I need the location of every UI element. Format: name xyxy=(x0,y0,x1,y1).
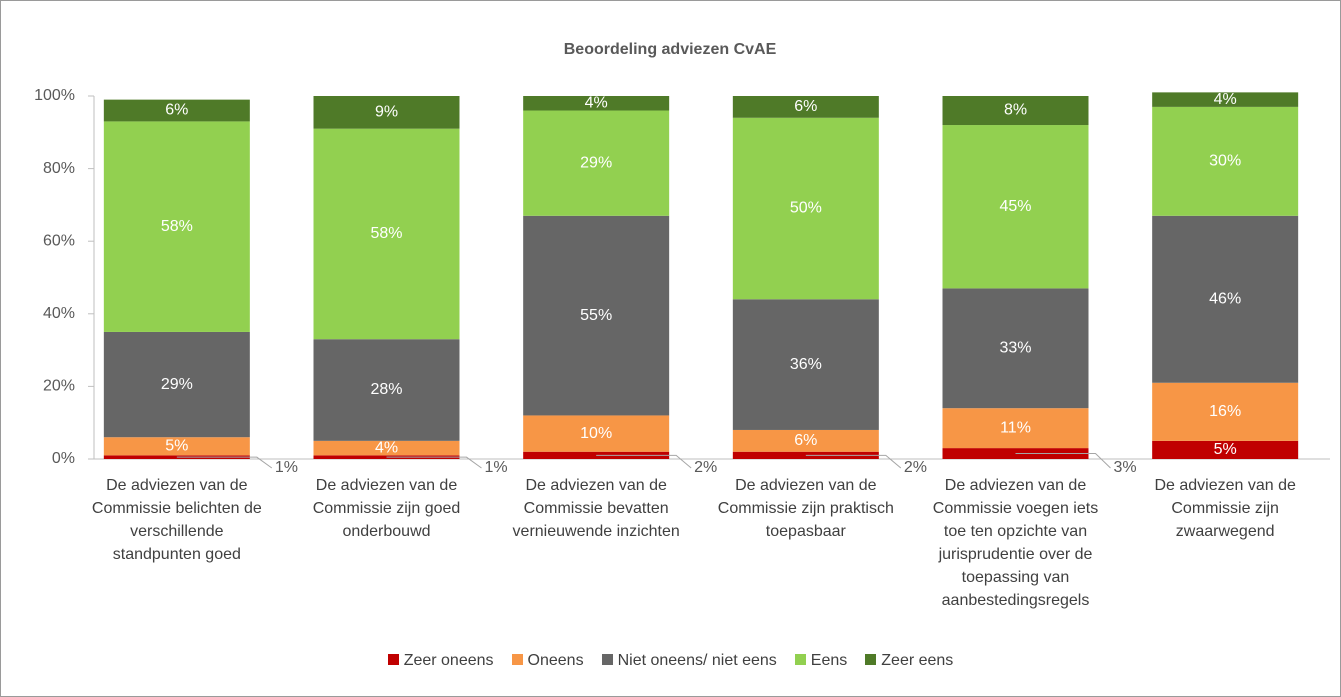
bar-segment xyxy=(313,128,460,340)
data-label: 46% xyxy=(1209,290,1241,307)
legend-label: Zeer eens xyxy=(881,652,954,669)
legend-item: Eens xyxy=(794,652,848,670)
bar-segment xyxy=(103,99,250,122)
bar-segment xyxy=(1152,440,1299,459)
y-tick-label: 60% xyxy=(43,232,75,249)
y-tick-label: 80% xyxy=(43,160,75,177)
y-tick-label: 40% xyxy=(43,305,75,322)
data-label: 3% xyxy=(1114,459,1137,476)
legend-swatch xyxy=(865,654,877,665)
leader-line xyxy=(386,456,482,469)
data-label: 1% xyxy=(275,459,298,476)
bar-segment xyxy=(523,215,670,416)
x-tick-label: De adviezen van de Commissie belichten d… xyxy=(91,477,262,563)
bar-segment xyxy=(942,408,1089,449)
data-label: 29% xyxy=(580,154,612,171)
bar-segment xyxy=(942,288,1089,409)
y-tick-label: 100% xyxy=(34,87,75,104)
bar-segment xyxy=(1152,92,1299,107)
data-label: 6% xyxy=(794,98,817,115)
bar-segment xyxy=(313,339,460,441)
data-label: 33% xyxy=(999,340,1031,357)
data-label: 9% xyxy=(375,104,398,121)
data-label: 30% xyxy=(1209,153,1241,170)
bar-segment xyxy=(313,440,460,456)
data-label: 28% xyxy=(370,381,402,398)
x-tick-label: De adviezen van de Commissie zijn goed o… xyxy=(312,477,461,540)
data-label: 8% xyxy=(1004,102,1027,119)
x-tick-label: De adviezen van de Commissie zijn zwaarw… xyxy=(1154,477,1296,540)
x-tick-label: De adviezen van de Commissie voegen iets… xyxy=(932,477,1099,609)
bar-segment xyxy=(942,96,1089,126)
data-label: 36% xyxy=(790,356,822,373)
bar-segment xyxy=(1152,215,1299,383)
legend-label: Oneens xyxy=(527,652,584,669)
data-label: 5% xyxy=(165,438,188,455)
bar-segment xyxy=(103,437,250,456)
data-label: 6% xyxy=(794,432,817,449)
data-label: 58% xyxy=(161,218,193,235)
data-label: 16% xyxy=(1209,403,1241,420)
data-label: 2% xyxy=(904,459,927,476)
data-label: 29% xyxy=(161,376,193,393)
y-tick-label: 20% xyxy=(43,378,75,395)
bar-segment xyxy=(1152,106,1299,216)
data-label: 10% xyxy=(580,425,612,442)
data-label: 1% xyxy=(485,459,508,476)
data-label: 45% xyxy=(999,198,1031,215)
bar-segment xyxy=(103,331,250,438)
data-label: 4% xyxy=(1214,91,1237,108)
legend-item: Niet oneens/ niet eens xyxy=(601,652,777,670)
bar-segment xyxy=(313,96,460,129)
bar-segment xyxy=(732,117,879,300)
legend-label: Niet oneens/ niet eens xyxy=(617,652,777,669)
data-label: 4% xyxy=(585,94,608,111)
leader-line xyxy=(805,454,902,469)
legend-item: Zeer eens xyxy=(865,652,953,670)
legend-swatch xyxy=(794,654,806,665)
legend-item: Zeer oneens xyxy=(387,652,494,670)
legend-swatch xyxy=(601,654,613,665)
leader-line xyxy=(176,456,273,469)
legend-label: Zeer oneens xyxy=(403,652,494,669)
legend-item: Oneens xyxy=(511,652,584,670)
data-label: 58% xyxy=(370,225,402,242)
bar-segment xyxy=(103,121,250,332)
bar-segment xyxy=(732,299,879,430)
data-label: 55% xyxy=(580,307,612,324)
data-label: 5% xyxy=(1214,441,1237,458)
legend-label: Eens xyxy=(810,652,848,669)
leader-line xyxy=(1015,453,1111,469)
data-label: 4% xyxy=(375,439,398,456)
legend: Zeer oneens Oneens Niet oneens/ niet eens E… xyxy=(0,652,1341,670)
data-label: 11% xyxy=(1000,419,1031,436)
y-tick-label: 0% xyxy=(52,450,75,467)
bar-segment xyxy=(732,96,879,118)
data-label: 50% xyxy=(790,200,822,217)
data-label: 6% xyxy=(165,102,188,119)
data-label: 2% xyxy=(694,459,717,476)
bar-segment xyxy=(1152,382,1299,441)
bar-segment xyxy=(942,125,1089,289)
leader-line xyxy=(596,454,692,469)
bar-segment xyxy=(523,96,670,111)
bar-segment xyxy=(732,429,879,452)
bar-segment xyxy=(523,415,670,452)
x-tick-label: De adviezen van de Commissie zijn prakti… xyxy=(717,477,894,540)
x-tick-label: De adviezen van de Commissie bevatten ve… xyxy=(512,477,680,540)
bar-segment xyxy=(523,110,670,216)
chart-title: Beoordeling adviezen CvAE xyxy=(564,41,777,58)
legend-swatch xyxy=(511,654,523,665)
legend-swatch xyxy=(387,654,399,665)
